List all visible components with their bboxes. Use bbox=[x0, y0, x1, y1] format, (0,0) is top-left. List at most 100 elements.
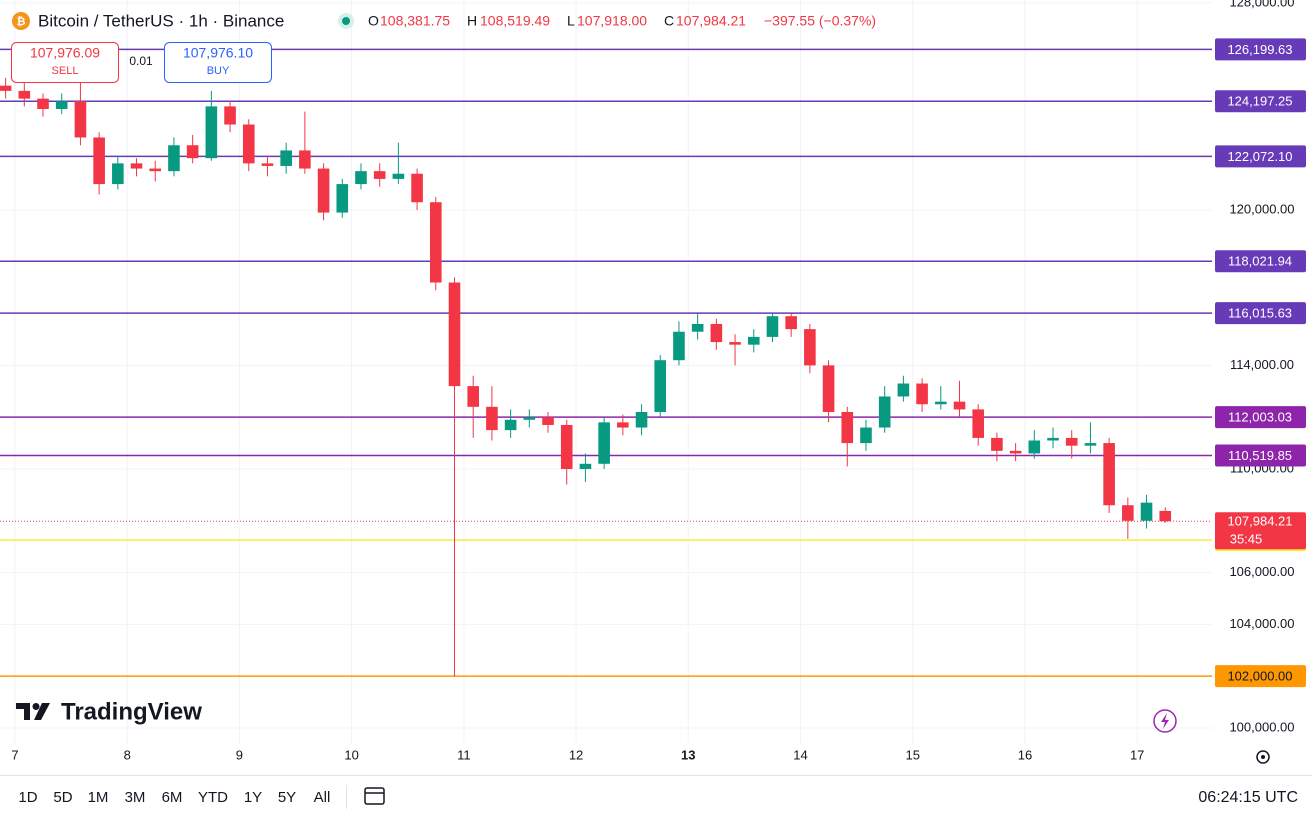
settings-button[interactable] bbox=[1256, 750, 1270, 764]
candle-body bbox=[18, 90, 31, 99]
range-button[interactable]: YTD bbox=[198, 789, 228, 806]
candle-body bbox=[785, 316, 797, 330]
range-button[interactable]: 5Y bbox=[278, 789, 296, 806]
candle-body bbox=[841, 412, 854, 444]
candle-body bbox=[1103, 443, 1115, 506]
candle-body bbox=[523, 417, 536, 420]
close-value: 107,984.21 bbox=[676, 13, 746, 29]
y-tick-label: 104,000.00 bbox=[1229, 616, 1294, 631]
range-button[interactable]: 6M bbox=[162, 789, 183, 806]
buy-button[interactable] bbox=[164, 42, 272, 83]
candle-body bbox=[205, 106, 218, 159]
x-tick-label: 16 bbox=[1018, 747, 1032, 762]
tradingview-logo[interactable]: TradingView bbox=[16, 698, 202, 725]
level-label-bg bbox=[1215, 406, 1306, 429]
candle-body bbox=[991, 437, 1003, 451]
candle-body bbox=[972, 409, 985, 438]
x-tick-label: 17 bbox=[1130, 747, 1144, 762]
bitcoin-icon bbox=[12, 12, 30, 30]
level-label: 122,072.10 bbox=[1227, 149, 1292, 164]
level-label-bg bbox=[1215, 444, 1306, 467]
candle-body bbox=[916, 383, 928, 405]
candle-body bbox=[1140, 502, 1153, 521]
candle-body bbox=[1028, 440, 1041, 454]
candle-body bbox=[1009, 450, 1022, 454]
candle-body bbox=[747, 336, 760, 345]
x-tick-label: 15 bbox=[906, 747, 920, 762]
level-label-bg bbox=[1215, 90, 1306, 113]
range-button[interactable]: 5D bbox=[53, 789, 72, 806]
price-axis: 128,000.00120,000.00114,000.00110,000.00… bbox=[1215, 0, 1306, 734]
level-label-bg bbox=[1215, 250, 1306, 273]
last-price-bg bbox=[1215, 512, 1306, 550]
x-tick-label: 10 bbox=[344, 747, 358, 762]
sell-button[interactable] bbox=[11, 42, 119, 83]
close-label: C bbox=[664, 13, 674, 29]
x-tick-label: 12 bbox=[569, 747, 583, 762]
candles bbox=[0, 77, 1172, 677]
candle-body bbox=[1084, 443, 1097, 446]
candle-body bbox=[112, 163, 124, 185]
candle-body bbox=[860, 427, 872, 444]
candle-body bbox=[429, 202, 442, 283]
range-button[interactable]: 1M bbox=[88, 789, 109, 806]
level-label: 126,199.63 bbox=[1227, 42, 1292, 57]
candle-body bbox=[617, 422, 629, 428]
candle-body bbox=[411, 173, 423, 203]
logo-mark bbox=[32, 703, 40, 710]
candle-body bbox=[953, 401, 966, 410]
level-label: 124,197.25 bbox=[1227, 94, 1292, 109]
range-toolbar: 1D 5D 1M 3M 6M YTD 1Y 5Y All bbox=[18, 789, 330, 806]
candle-body bbox=[1065, 437, 1078, 446]
candle-body bbox=[598, 422, 610, 464]
range-button[interactable]: 1Y bbox=[244, 789, 262, 806]
level-label: 116,015.63 bbox=[1228, 306, 1292, 321]
candle-body bbox=[0, 85, 12, 91]
open-label: O bbox=[368, 13, 379, 29]
range-button[interactable]: 1D bbox=[18, 789, 37, 806]
candle-body bbox=[822, 365, 835, 413]
settings-icon bbox=[1261, 755, 1265, 759]
candle-body bbox=[542, 417, 554, 425]
quantity[interactable]: 0.01 bbox=[129, 54, 153, 68]
candle-body bbox=[710, 323, 723, 343]
grid bbox=[0, 0, 1212, 743]
candle-body bbox=[37, 98, 49, 109]
candle-body bbox=[355, 171, 367, 185]
countdown: 35:45 bbox=[1230, 532, 1263, 547]
range-button[interactable]: All bbox=[314, 789, 331, 806]
calendar-icon bbox=[364, 787, 385, 805]
level-label-bg bbox=[1215, 145, 1306, 168]
open-value: 108,381.75 bbox=[380, 13, 450, 29]
level-label-bg bbox=[1215, 38, 1306, 61]
candle-body bbox=[579, 463, 592, 469]
candle-body bbox=[317, 168, 330, 213]
symbol-title[interactable]: Bitcoin / TetherUS · 1h · Binance bbox=[38, 11, 284, 30]
x-tick-label: 8 bbox=[124, 747, 131, 762]
candle-body bbox=[93, 137, 105, 185]
lightning-button[interactable] bbox=[1153, 709, 1177, 733]
sell-price: 107,976.09 bbox=[30, 45, 100, 61]
range-button[interactable]: 3M bbox=[125, 789, 146, 806]
candle-body bbox=[74, 101, 87, 138]
candle-body bbox=[373, 171, 386, 179]
candle-body bbox=[392, 173, 405, 179]
candle-body bbox=[1047, 437, 1059, 441]
candle-body bbox=[467, 386, 480, 407]
y-tick-label: 114,000.00 bbox=[1230, 357, 1294, 372]
candle-body bbox=[280, 150, 292, 166]
candle-body bbox=[130, 163, 143, 169]
date-range-button[interactable] bbox=[364, 787, 385, 805]
candle-body bbox=[729, 342, 741, 345]
candle-body bbox=[878, 396, 891, 428]
logo-text: TradingView bbox=[61, 698, 202, 725]
candle-body bbox=[299, 150, 311, 169]
clock[interactable]: 06:24:15 UTC bbox=[1198, 789, 1298, 806]
x-tick-label: 13 bbox=[681, 747, 695, 762]
candle-body bbox=[766, 316, 779, 337]
level-label-bg bbox=[1215, 302, 1306, 325]
candle-body bbox=[242, 124, 255, 164]
high-label: H bbox=[467, 13, 477, 29]
candle-body bbox=[654, 360, 667, 413]
